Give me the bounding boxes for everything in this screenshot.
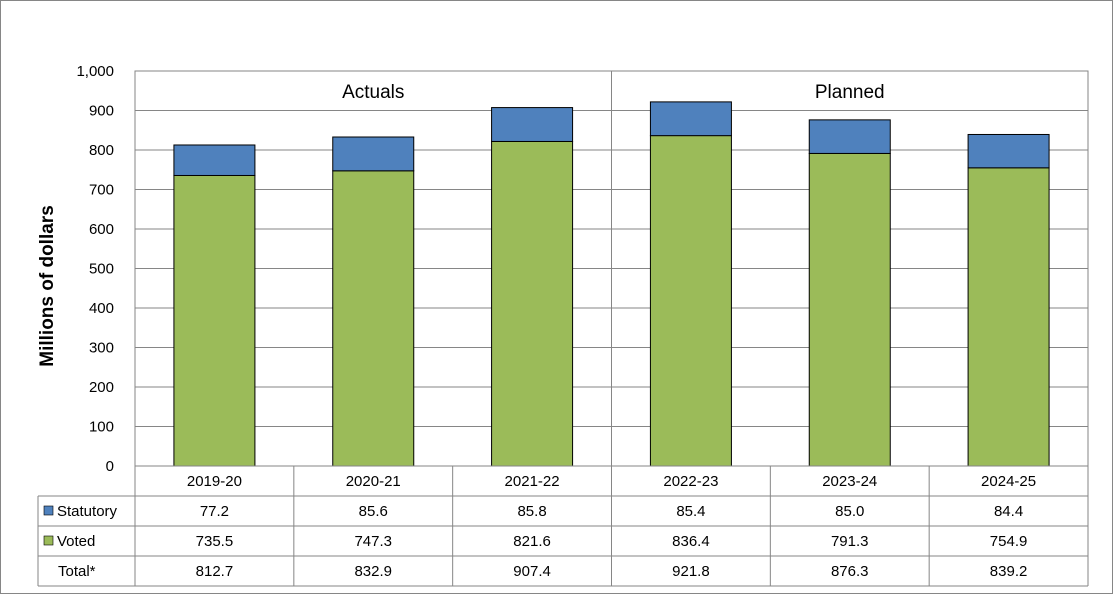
legend-swatch	[43, 505, 54, 516]
group-label: Planned	[815, 82, 885, 103]
table-value: 77.2	[200, 503, 229, 520]
y-tick-label: 300	[89, 340, 114, 357]
table-value: 832.9	[354, 563, 392, 580]
table-value: 735.5	[196, 533, 234, 550]
y-tick-label: 200	[89, 379, 114, 396]
bar-segment-voted	[332, 170, 415, 467]
bar-segment-voted	[173, 174, 256, 467]
bar-segment-voted	[967, 167, 1050, 467]
category-label: 2024-25	[981, 473, 1036, 490]
y-tick-label: 700	[89, 182, 114, 199]
table-value: 821.6	[513, 533, 551, 550]
table-value: 84.4	[994, 503, 1023, 520]
table-value: 85.8	[517, 503, 546, 520]
y-tick-label: 400	[89, 300, 114, 317]
bars	[173, 101, 1050, 467]
table-value: 747.3	[354, 533, 392, 550]
category-label: 2021-22	[505, 473, 560, 490]
legend-swatch	[43, 535, 54, 546]
table-value: 754.9	[990, 533, 1028, 550]
table-value: 921.8	[672, 563, 710, 580]
legend-label: Voted	[57, 533, 95, 550]
legend-label: Statutory	[57, 503, 118, 520]
axes: 0 100 200 300 400 500 600 700 800 900 1,000 Actuals…	[76, 63, 1089, 475]
group-label: Actuals	[342, 82, 404, 103]
table-value: 907.4	[513, 563, 551, 580]
category-label: 2022-23	[663, 473, 718, 490]
table-value: 836.4	[672, 533, 710, 550]
y-tick-label: 600	[89, 221, 114, 238]
bar-segment-statutory	[808, 119, 891, 154]
table-value: 85.0	[835, 503, 864, 520]
bar-segment-statutory	[332, 136, 415, 172]
bar-segment-voted	[808, 152, 891, 467]
table-value: 85.4	[676, 503, 705, 520]
table-value: 791.3	[831, 533, 869, 550]
table-value: 876.3	[831, 563, 869, 580]
bar-segment-statutory	[967, 133, 1050, 169]
y-tick-label: 800	[89, 142, 114, 159]
category-label: 2023-24	[822, 473, 877, 490]
table-value: 812.7	[196, 563, 234, 580]
y-tick-label: 1,000	[76, 63, 114, 80]
bar-segment-voted	[649, 135, 732, 467]
data-table: 2019-20 2020-21 2021-22 2022-23 2023-24 2024-…	[37, 465, 1089, 587]
y-tick-label: 0	[106, 458, 114, 475]
y-tick-label: 100	[89, 419, 114, 436]
bar-segment-voted	[491, 140, 574, 467]
y-tick-label: 900	[89, 103, 114, 120]
bar-segment-statutory	[491, 107, 574, 142]
table-value: 85.6	[359, 503, 388, 520]
y-tick-label: 500	[89, 261, 114, 278]
legend-label: Total*	[58, 563, 96, 580]
bar-segment-statutory	[173, 144, 256, 176]
category-label: 2020-21	[346, 473, 401, 490]
bar-segment-statutory	[649, 101, 732, 137]
y-axis-label: Millions of dollars	[37, 205, 58, 367]
table-value: 839.2	[990, 563, 1028, 580]
category-label: 2019-20	[187, 473, 242, 490]
